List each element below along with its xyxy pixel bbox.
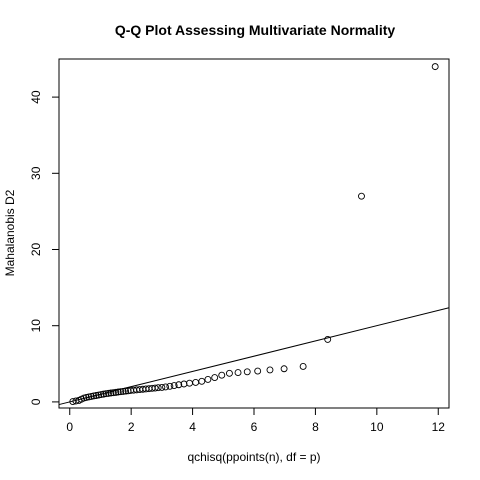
data-point xyxy=(324,335,332,343)
x-axis: 0 2 4 6 8 10 12 xyxy=(66,407,446,434)
data-point xyxy=(234,369,242,377)
chart-title: Q-Q Plot Assessing Multivariate Normalit… xyxy=(115,22,396,38)
data-point xyxy=(119,387,127,395)
data-point xyxy=(114,388,122,396)
data-point xyxy=(92,392,100,399)
data-point xyxy=(162,383,170,391)
data-point xyxy=(192,379,200,386)
data-point xyxy=(85,393,93,401)
data-point xyxy=(280,365,288,373)
data-point xyxy=(266,366,274,374)
y-axis: 0 10 20 30 40 xyxy=(29,90,60,405)
data-point xyxy=(97,391,105,399)
data-point xyxy=(82,394,90,401)
data-point xyxy=(218,371,226,379)
data-point xyxy=(102,390,110,398)
data-point xyxy=(358,192,365,200)
data-point xyxy=(299,363,307,370)
data-point xyxy=(117,388,125,396)
data-point xyxy=(151,384,159,392)
data-point xyxy=(158,383,166,391)
data-point xyxy=(166,382,174,390)
data-point xyxy=(198,377,206,385)
y-tick-label: 20 xyxy=(29,243,43,257)
data-point xyxy=(154,384,162,392)
data-point xyxy=(175,381,183,389)
data-point xyxy=(211,374,219,381)
data-point xyxy=(112,388,120,396)
x-tick-label: 8 xyxy=(312,420,319,434)
data-point xyxy=(87,392,95,400)
data-point xyxy=(243,368,251,376)
x-tick-label: 12 xyxy=(432,420,446,434)
data-point xyxy=(225,369,233,377)
x-tick-label: 2 xyxy=(128,420,135,434)
plot-frame xyxy=(58,58,450,409)
data-point xyxy=(170,382,178,389)
data-point xyxy=(186,379,193,387)
x-axis-label: qchisq(ppoints(n), df = p) xyxy=(187,450,320,464)
x-tick-label: 10 xyxy=(370,420,384,434)
data-point xyxy=(109,389,117,397)
data-point xyxy=(95,391,103,399)
data-point xyxy=(204,375,212,383)
data-point xyxy=(107,389,115,397)
data-point xyxy=(100,390,107,398)
y-tick-label: 10 xyxy=(29,319,43,333)
y-tick-label: 40 xyxy=(29,90,43,104)
x-tick-label: 4 xyxy=(189,420,196,434)
y-axis-label: Mahalanobis D2 xyxy=(3,189,17,276)
data-point xyxy=(90,392,98,400)
data-point xyxy=(104,389,112,397)
y-tick-label: 30 xyxy=(29,166,43,180)
data-point xyxy=(122,387,130,395)
data-point xyxy=(431,63,439,71)
x-tick-label: 6 xyxy=(251,420,258,434)
data-point xyxy=(254,367,262,375)
x-tick-label: 0 xyxy=(66,420,73,434)
y-tick-label: 0 xyxy=(29,398,43,405)
data-points xyxy=(69,63,439,405)
